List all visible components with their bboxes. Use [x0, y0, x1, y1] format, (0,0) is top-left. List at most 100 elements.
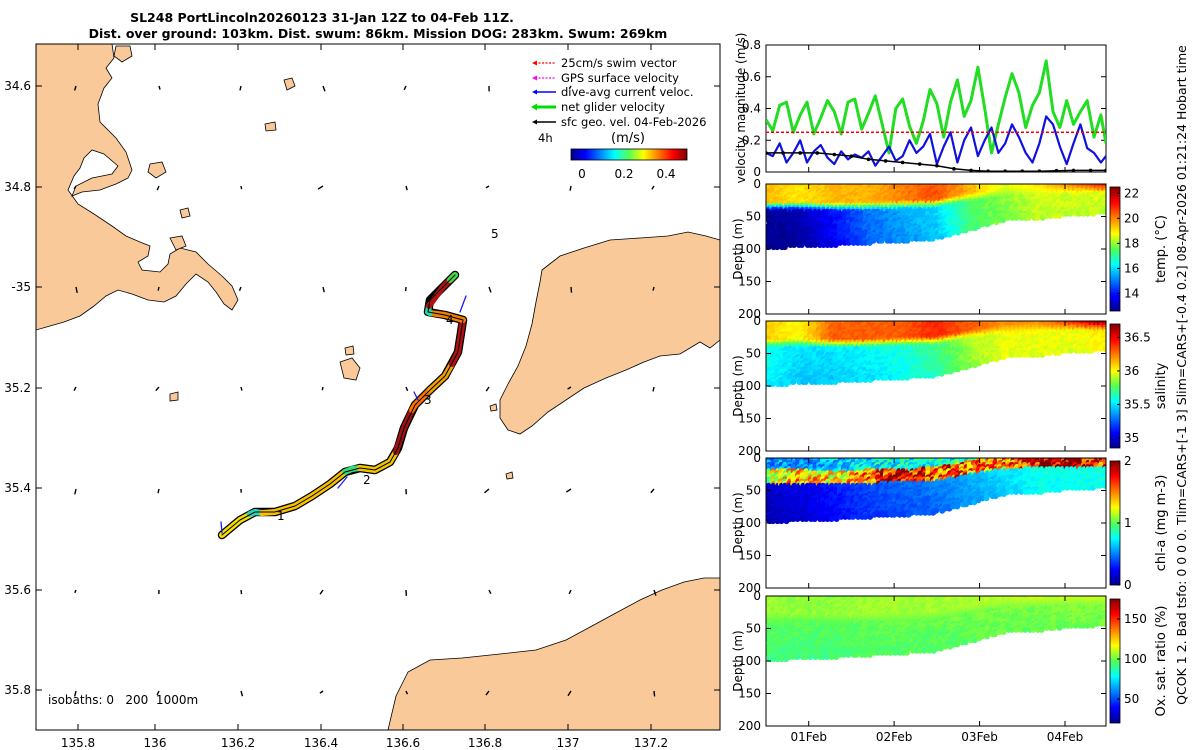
legend-interval-label: 4h	[538, 131, 553, 145]
land-islet-ki-1	[489, 403, 498, 412]
legend-net-velocity-label: net glider velocity	[561, 100, 665, 114]
profile-point	[778, 518, 785, 525]
velocity-ytick-label: 0.2	[742, 133, 761, 147]
geo-velocity-arrow	[317, 185, 324, 190]
temperature-colorbar	[1109, 186, 1121, 312]
geo-velocity-arrow	[240, 386, 243, 391]
profile-point	[1097, 345, 1104, 352]
sfc-geo-marker	[1054, 168, 1059, 172]
figure-title-line2: Dist. over ground: 103km. Dist. swum: 86…	[89, 26, 668, 41]
map-ytick-label: 35.4	[4, 481, 31, 495]
map-ytick-label: 35.6	[4, 583, 31, 597]
geo-velocity-arrow	[74, 589, 77, 594]
geo-velocity-arrow	[75, 286, 78, 293]
velocity-ytick-label: 0.4	[742, 102, 761, 116]
map-ytick-label: -35	[11, 280, 31, 294]
profile-point	[1001, 354, 1008, 360]
geo-velocity-arrow	[652, 286, 655, 291]
map-axes: 135.8 136 136.2 136.4 136.6 136.8 137 13…	[4, 44, 720, 750]
chlorophyll-scatter	[766, 458, 1106, 525]
profile-point	[955, 229, 962, 236]
geo-velocity-arrow	[155, 386, 160, 392]
day-label-3: 3	[424, 393, 432, 407]
profile-point	[1067, 210, 1074, 217]
depth-tick-label: 150	[738, 412, 761, 426]
legend-gps-velocity-arrowhead	[532, 75, 537, 81]
depth-tick-label: 200	[738, 307, 761, 321]
map-xtick-label: 135.8	[61, 736, 95, 750]
depth-tick-label: 100	[738, 242, 761, 256]
profile-point	[899, 374, 906, 381]
temperature-colorbar-label: temp. (°C)	[1154, 215, 1169, 283]
day-label-1: 1	[277, 509, 285, 523]
velocity-ytick-label: 0.6	[742, 70, 761, 84]
profile-point	[904, 374, 911, 381]
profile-point	[794, 516, 801, 522]
map-xtick-label: 136.8	[468, 736, 502, 750]
profile-point	[950, 229, 957, 236]
depth-tick-label: 50	[746, 210, 761, 224]
profile-point	[1025, 214, 1032, 221]
sfc-geo-marker	[969, 168, 973, 172]
profile-point	[904, 237, 911, 244]
day-label-2: 2	[363, 473, 371, 487]
figure-title-line1: SL248 PortLincoln20260123 31-Jan 12Z to …	[130, 10, 514, 25]
colorbar-tick-label: 36.5	[1124, 330, 1151, 344]
geo-velocity-arrow	[157, 286, 160, 291]
geo-velocity-arrow	[156, 690, 160, 696]
profile-point	[929, 235, 936, 242]
profile-point	[1034, 351, 1041, 358]
colorbar-tick: 0.2	[614, 167, 633, 181]
sfc-geo-marker	[1088, 168, 1093, 172]
track-centerline	[221, 274, 464, 536]
sfc-geo-marker	[1104, 168, 1106, 172]
profile-point	[954, 366, 961, 373]
profile-point	[962, 227, 969, 234]
map-glider-track	[217, 270, 468, 540]
geo-velocity-arrow	[651, 185, 655, 190]
salinity-colorbar	[1109, 323, 1121, 449]
velocity-series	[766, 59, 1106, 172]
map-legend: 25cm/s swim vector GPS surface velocity …	[531, 56, 707, 181]
colorbar-tick-label: 22	[1124, 186, 1139, 200]
velocity-ylabel: velocity magnitude (m/s)	[734, 33, 748, 184]
profile-point	[837, 239, 844, 246]
sfc-geo-marker	[815, 151, 820, 155]
geo-velocity-arrow	[565, 488, 572, 493]
profile-point	[1084, 210, 1091, 217]
map-xtick-label: 137	[557, 736, 580, 750]
map-xtick-label: 136.2	[221, 736, 255, 750]
profile-point	[891, 374, 898, 381]
geo-velocity-arrow	[485, 185, 490, 189]
velocity-panel: velocity magnitude (m/s) 00.20.40.60.8	[734, 33, 1107, 184]
profile-point	[790, 379, 797, 385]
geo-velocity-arrow	[319, 589, 324, 595]
profile-point	[1056, 212, 1063, 219]
legend-net-velocity: net glider velocity	[531, 100, 665, 114]
geo-velocity-arrow	[485, 690, 490, 696]
geo-velocity-arrow	[239, 85, 242, 91]
geo-velocity-arrow	[403, 85, 407, 91]
temperature-ylabel: Depth (m)	[731, 218, 745, 279]
colorbar-tick-label: 20	[1124, 211, 1139, 225]
geo-velocity-arrow	[156, 185, 160, 191]
isobaths-label: isobaths: 0 200 1000m	[48, 693, 198, 707]
velocity-ytick-label: 0.8	[742, 38, 761, 52]
legend-current-velocity-label: dive-avg current veloc.	[561, 85, 694, 99]
geo-velocity-arrow	[319, 690, 324, 694]
colorbar-tick-label: 14	[1124, 286, 1139, 300]
map-frame	[35, 43, 721, 731]
map-panel: 1 2 3 4 5 135.8 136 136.2 136.4 136.6 13…	[4, 43, 721, 750]
map-speed-colorbar	[570, 148, 688, 161]
profile-point	[1046, 349, 1053, 356]
geo-velocity-arrow	[405, 690, 409, 695]
geo-velocity-arrow	[567, 386, 572, 390]
profile-point	[979, 358, 986, 365]
profile-point	[878, 237, 885, 244]
legend-swim-vector-label: 25cm/s swim vector	[561, 56, 677, 70]
profile-point	[802, 379, 809, 385]
